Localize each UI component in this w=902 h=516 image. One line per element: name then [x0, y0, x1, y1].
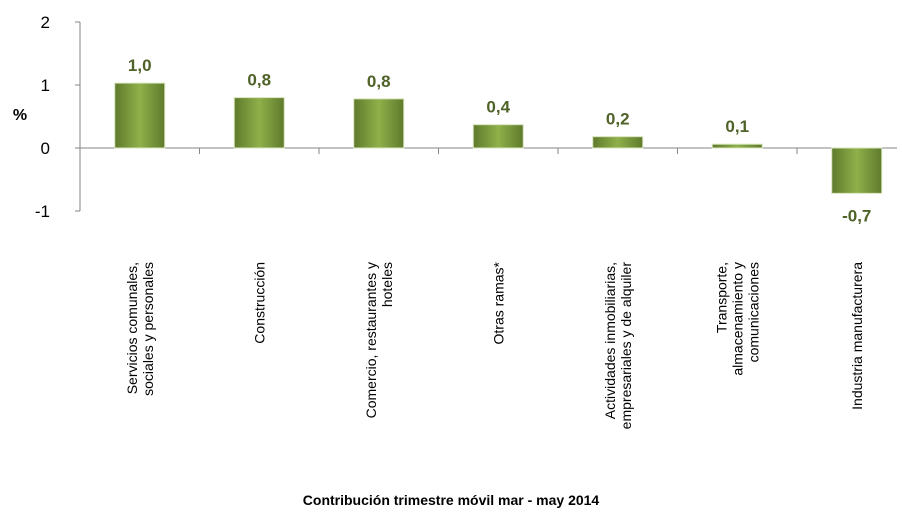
- y-tick-label: 2: [41, 13, 50, 32]
- bar: [711, 143, 763, 149]
- bar: [114, 82, 166, 149]
- bar: [592, 136, 644, 149]
- x-tick-label-line: Actividades inmobiliarias,: [602, 262, 618, 419]
- x-tick-label: Transporte,almacenamiento ycomunicacione…: [713, 262, 761, 376]
- x-tick-label-line: Comercio, restaurantes y: [363, 262, 379, 418]
- x-tick-label-line: comunicaciones: [745, 262, 761, 362]
- x-tick-label-line: Construcción: [251, 262, 267, 344]
- bar: [353, 98, 405, 149]
- x-tick-label-line: Otras ramas*: [490, 261, 506, 344]
- bar: [831, 147, 883, 194]
- x-tick-label: Construcción: [251, 262, 267, 344]
- value-label: 0,2: [606, 110, 630, 129]
- bar: [233, 97, 285, 149]
- value-label: 0,8: [367, 72, 391, 91]
- bar: [472, 124, 524, 149]
- y-tick-label: 0: [41, 139, 50, 158]
- x-tick-label: Actividades inmobiliarias,empresariales …: [602, 262, 634, 430]
- value-label: 0,4: [486, 98, 510, 117]
- value-label: 1,0: [128, 56, 152, 75]
- x-tick-label-line: sociales y personales: [140, 262, 156, 396]
- value-label: 0,1: [725, 117, 749, 136]
- x-tick-label: Comercio, restaurantes yhoteles: [363, 262, 395, 418]
- y-tick-label: -1: [35, 202, 50, 221]
- x-tick-label: Servicios comunales,sociales y personale…: [124, 262, 156, 396]
- y-axis-label: %: [13, 107, 27, 124]
- value-label: -0,7: [842, 206, 871, 225]
- x-tick-label-line: hoteles: [379, 262, 395, 307]
- y-tick-label: 1: [41, 76, 50, 95]
- chart-title: Contribución trimestre móvil mar - may 2…: [303, 492, 600, 508]
- value-label: 0,8: [247, 71, 271, 90]
- x-tick-label-line: Industria manufacturera: [849, 262, 865, 410]
- x-tick-label-line: Servicios comunales,: [124, 262, 140, 394]
- x-tick-label: Industria manufacturera: [849, 262, 865, 410]
- x-tick-label-line: empresariales y de alquiler: [618, 262, 634, 430]
- x-tick-label-line: almacenamiento y: [729, 262, 745, 376]
- x-tick-label: Otras ramas*: [490, 261, 506, 344]
- x-tick-label-line: Transporte,: [713, 262, 729, 333]
